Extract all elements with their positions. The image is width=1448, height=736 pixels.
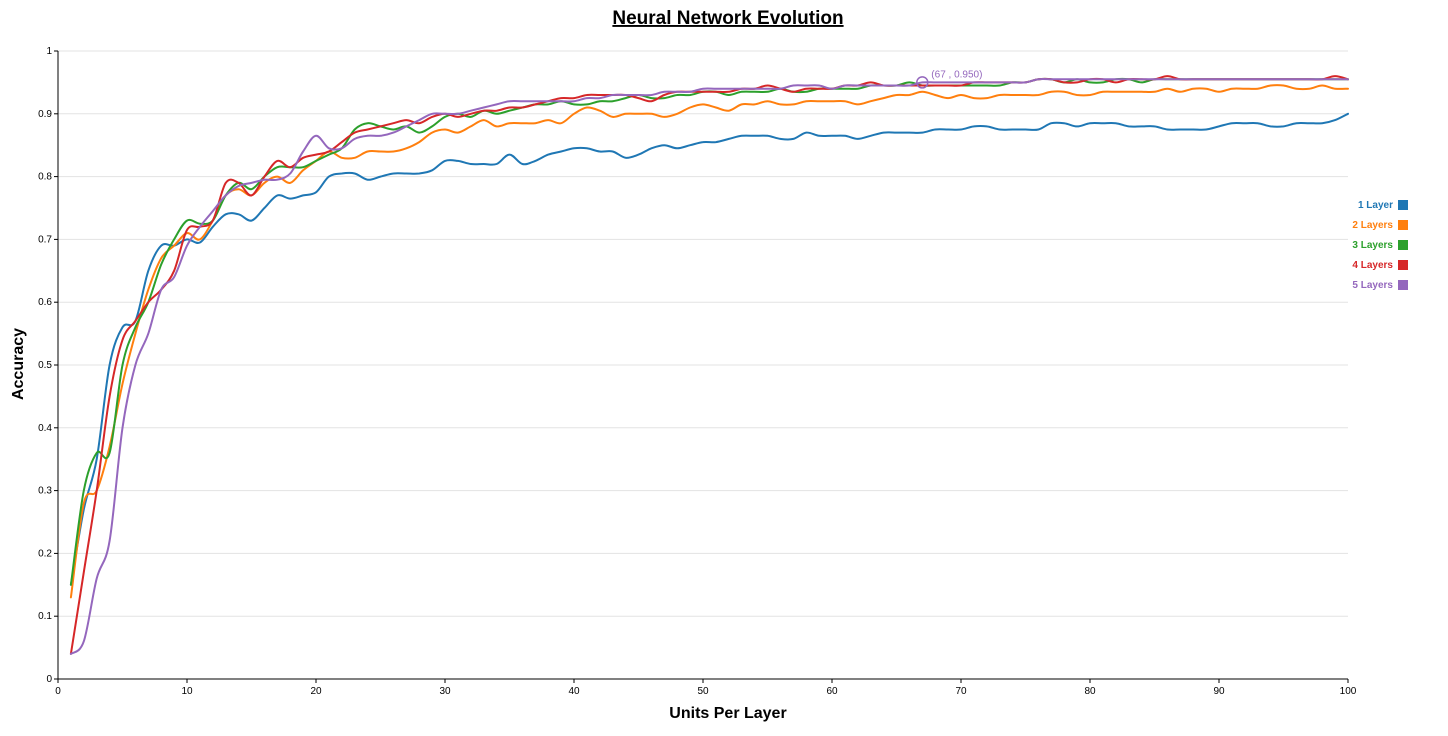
y-tick-label: 0.1 (38, 611, 52, 622)
series-line-5-layers[interactable] (69, 78, 1349, 655)
legend-swatch-4-layers[interactable] (1398, 260, 1408, 270)
series-line-3-layers[interactable] (69, 77, 1349, 586)
legend-swatch-5-layers[interactable] (1398, 280, 1408, 290)
x-tick-label: 30 (439, 686, 451, 697)
legend-swatch-3-layers[interactable] (1398, 240, 1408, 250)
x-tick-label: 70 (955, 686, 967, 697)
x-tick-label: 0 (55, 686, 61, 697)
annotation: (67 , 0.950) (916, 69, 982, 89)
x-tick-label: 20 (310, 686, 322, 697)
x-tick-label: 40 (568, 686, 580, 697)
legend: 1 Layer 2 Layers 3 Layers 4 Layers 5 Layers (1352, 200, 1408, 291)
y-tick-label: 0.7 (38, 234, 52, 245)
y-tick-label: 0 (46, 674, 52, 685)
y-tick-label: 0.5 (38, 360, 52, 371)
x-tick-label: 100 (1340, 686, 1357, 697)
x-tick-label: 10 (181, 686, 193, 697)
legend-swatch-1-layer[interactable] (1398, 200, 1408, 210)
legend-label-5-layers: 5 Layers (1352, 280, 1393, 291)
series-line-2-layers[interactable] (69, 84, 1349, 599)
axes: 00.10.20.30.40.50.60.70.80.910 10 20 30 40 50… (38, 46, 1357, 697)
chart-title: Neural Network Evolution (612, 8, 843, 29)
hover-point-marker (916, 76, 929, 89)
legend-swatch-2-layers[interactable] (1398, 220, 1408, 230)
hover-point-label: (67 , 0.950) (931, 69, 982, 80)
y-tick-label: 0.9 (38, 109, 52, 120)
y-tick-label: 0.4 (38, 423, 52, 434)
series-line-1-layer[interactable] (69, 112, 1349, 586)
legend-label-4-layers: 4 Layers (1352, 260, 1393, 271)
legend-label-2-layers: 2 Layers (1352, 220, 1393, 231)
y-tick-label: 0.2 (38, 548, 52, 559)
legend-label-3-layers: 3 Layers (1352, 240, 1393, 251)
y-tick-label: 0.3 (38, 486, 52, 497)
x-tick-label: 60 (826, 686, 838, 697)
x-tick-label: 50 (697, 686, 709, 697)
x-axis-label: Units Per Layer (669, 705, 786, 722)
y-tick-label: 1 (46, 46, 52, 57)
legend-label-1-layer: 1 Layer (1358, 200, 1393, 211)
y-tick-label: 0.8 (38, 172, 52, 183)
grid (58, 50, 1348, 617)
x-tick-label: 80 (1084, 686, 1096, 697)
x-tick-label: 90 (1213, 686, 1225, 697)
series-lines (69, 75, 1349, 655)
y-axis-label: Accuracy (10, 328, 27, 400)
y-tick-label: 0.6 (38, 297, 52, 308)
